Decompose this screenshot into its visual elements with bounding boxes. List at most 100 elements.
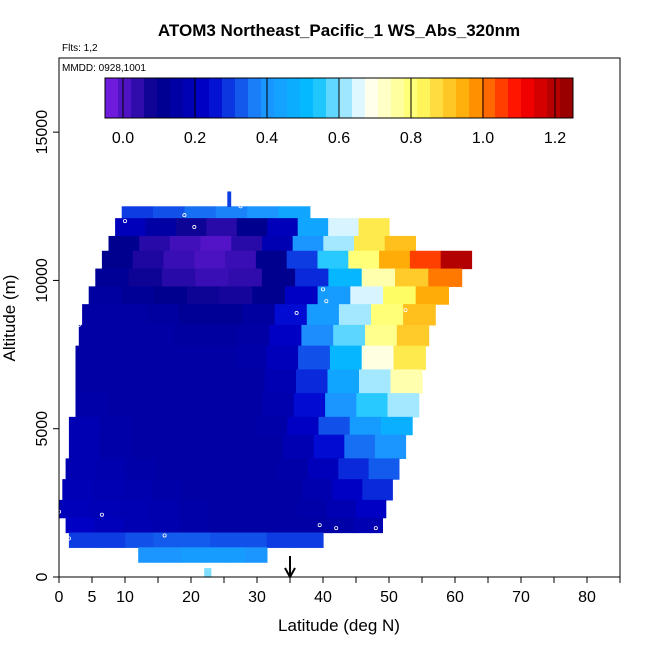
heatmap-cell (224, 547, 247, 563)
heatmap-cell (108, 235, 140, 252)
heatmap-cell (297, 218, 329, 237)
heatmap-cell (278, 206, 311, 219)
heatmap-cell (159, 547, 182, 563)
colorbar-cell (560, 78, 574, 118)
heatmap-cell (123, 517, 153, 534)
heatmap-cell (252, 434, 284, 459)
colorbar-cell (534, 78, 548, 118)
heatmap-cell (228, 268, 263, 287)
colorbar-cells (105, 78, 574, 118)
heatmap-cell (350, 286, 384, 305)
colorbar-cell (547, 78, 561, 118)
heatmap-cell (95, 268, 130, 287)
colorbar-tick-label: 0.6 (328, 130, 350, 147)
heatmap-cell (138, 547, 161, 563)
heatmap-cell (137, 393, 170, 418)
heatmap-cell (78, 324, 112, 347)
colorbar-tick-label: 0.2 (184, 130, 206, 147)
heatmap-cell (125, 532, 155, 548)
heatmap-cell (206, 218, 238, 237)
colorbar-cell (300, 78, 314, 118)
heatmap-cell (286, 250, 319, 270)
heatmap-cell (329, 345, 363, 370)
heatmap-cell (180, 517, 211, 534)
heatmap-cell (177, 499, 209, 519)
plot-frame (58, 57, 621, 578)
heatmap-cell (207, 499, 238, 519)
sample-marker (192, 225, 197, 230)
heatmap-cell (210, 304, 244, 326)
heatmap-cell (75, 369, 108, 394)
x-tick-label: 5 (88, 589, 97, 606)
y-tick-label: 5000 (34, 411, 51, 447)
colorbar-cell (508, 78, 522, 118)
heatmap-cell (348, 250, 380, 270)
heatmap-cell (296, 369, 329, 394)
colorbar-cell (313, 78, 327, 118)
y-tick-label: 10000 (34, 258, 51, 303)
heatmap-layer (59, 191, 473, 578)
heatmap-cell (186, 286, 221, 305)
heatmap-cell (160, 434, 192, 459)
heatmap-cell (181, 547, 204, 563)
x-tick-label: 30 (248, 589, 266, 606)
heatmap-cell (101, 250, 134, 270)
heatmap-cell (284, 286, 319, 305)
sample-marker (373, 526, 378, 531)
heatmap-cell (59, 499, 90, 519)
heatmap-cell (178, 304, 212, 326)
heatmap-cell (132, 250, 165, 270)
heatmap-cell (261, 235, 294, 252)
colorbar-cell (222, 78, 236, 118)
heatmap-cell (324, 517, 355, 534)
heatmap-cell (99, 434, 131, 459)
colorbar-cell (495, 78, 509, 118)
heatmap-cell (380, 416, 413, 436)
heatmap-cell (318, 416, 351, 436)
heatmap-cell (264, 369, 297, 394)
sample-marker (317, 523, 322, 528)
heatmap-cell (202, 345, 236, 370)
heatmap-cell (97, 532, 126, 548)
heatmap-cell (415, 286, 449, 305)
colorbar-cell (417, 78, 431, 118)
colorbar-cell (391, 78, 405, 118)
heatmap-cell (272, 479, 303, 501)
heatmap-cell (356, 499, 387, 519)
colorbar-tick-label: 0.0 (112, 130, 134, 147)
heatmap-cell (191, 434, 223, 459)
sample-marker (294, 311, 299, 316)
heatmap-cell (68, 416, 101, 436)
heatmap-cell (202, 547, 225, 563)
heatmap-cell (245, 547, 268, 563)
colorbar-cell (378, 78, 392, 118)
heatmap-cell (256, 416, 288, 436)
heatmap-cell (170, 369, 203, 394)
heatmap-cell (237, 324, 271, 347)
heatmap-cell (156, 458, 188, 480)
heatmap-cell (153, 532, 183, 548)
heatmap-cell (293, 393, 326, 418)
heatmap-cell (267, 218, 299, 237)
sample-marker (403, 308, 408, 313)
heatmap-cell (409, 250, 442, 270)
heatmap-cell (212, 479, 243, 501)
heatmap-cell (82, 304, 115, 326)
heatmap-cell (130, 434, 162, 459)
heatmap-cell (396, 324, 430, 347)
x-tick-label: 60 (446, 589, 464, 606)
heatmap-cell (118, 499, 149, 519)
colorbar-tick-label: 1.0 (472, 130, 494, 147)
colorbar-cell (469, 78, 483, 118)
heatmap-cell (362, 479, 393, 501)
heatmap-cell (195, 268, 230, 287)
dates-label: MMDD: 0928,1001 (62, 63, 146, 74)
colorbar-cell (521, 78, 535, 118)
heatmap-cell (255, 250, 288, 270)
heatmap-cell (139, 345, 172, 370)
colorbar-cell (261, 78, 275, 118)
heatmap-cell (266, 345, 299, 370)
heatmap-cell (152, 479, 183, 501)
heatmap-cell (204, 568, 212, 578)
colorbar-cell (196, 78, 210, 118)
